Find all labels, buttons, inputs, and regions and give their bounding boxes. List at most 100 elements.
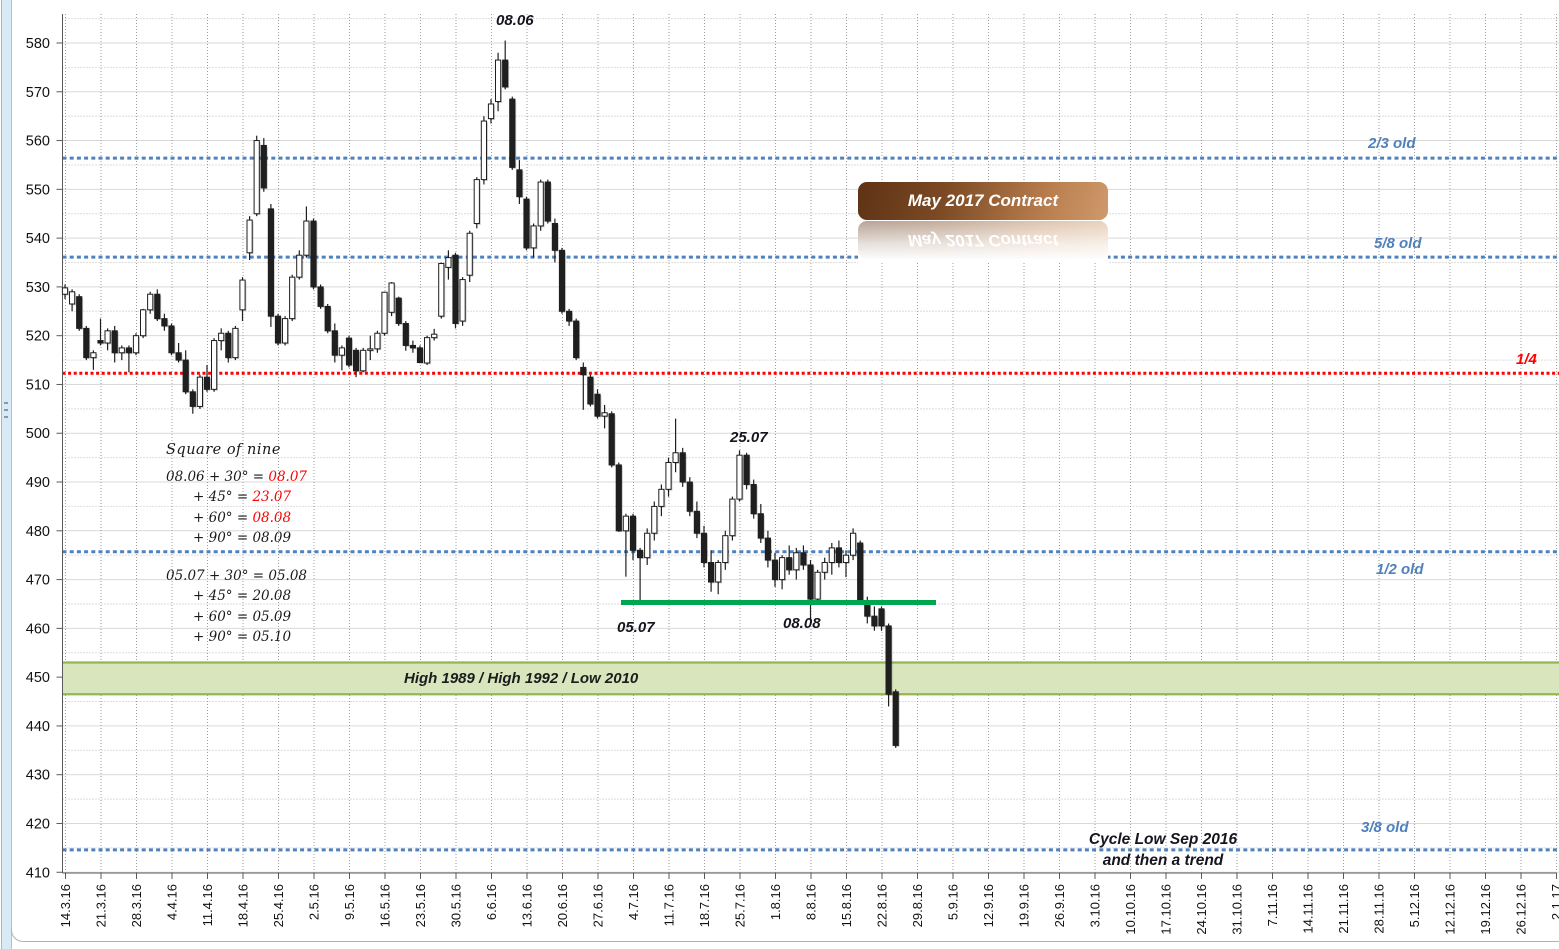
- svg-text:480: 480: [26, 524, 50, 540]
- square-of-nine-line: 08.06 + 30° = 08.07: [166, 468, 308, 485]
- low-date-label-2: 08.08: [783, 615, 821, 632]
- contract-banner-reflection: May 2017 Contract: [858, 221, 1108, 263]
- square-of-nine-group: 08.06 + 30° = 08.07 + 45° = 23.07 + 60° = …: [166, 467, 307, 549]
- pane-splitter[interactable]: [1, 0, 12, 949]
- svg-text:11.7.16: 11.7.16: [662, 884, 677, 926]
- svg-text:18.7.16: 18.7.16: [697, 884, 712, 927]
- svg-text:17.10.16: 17.10.16: [1159, 884, 1174, 935]
- svg-text:490: 490: [26, 475, 50, 491]
- svg-text:11.4.16: 11.4.16: [200, 884, 215, 926]
- square-of-nine-line: + 60° = 08.08: [193, 509, 292, 526]
- svg-text:16.5.16: 16.5.16: [378, 884, 393, 927]
- svg-text:3.10.16: 3.10.16: [1088, 884, 1103, 927]
- svg-text:27.6.16: 27.6.16: [591, 884, 606, 927]
- svg-text:26.9.16: 26.9.16: [1052, 884, 1067, 927]
- level-label-one-half: 1/2 old: [1376, 561, 1424, 578]
- cycle-note: Cycle Low Sep 2016 and then a trend: [1058, 829, 1268, 871]
- svg-text:13.6.16: 13.6.16: [520, 884, 535, 927]
- svg-text:25.7.16: 25.7.16: [733, 884, 748, 927]
- svg-text:23.5.16: 23.5.16: [413, 884, 428, 927]
- svg-text:26.12.16: 26.12.16: [1514, 884, 1529, 935]
- square-of-nine-line: + 45° = 23.07: [193, 489, 292, 505]
- svg-text:470: 470: [26, 573, 50, 589]
- level-label-two-thirds: 2/3 old: [1368, 135, 1416, 152]
- svg-text:8.8.16: 8.8.16: [804, 884, 819, 920]
- svg-text:5.9.16: 5.9.16: [946, 884, 961, 920]
- svg-text:25.4.16: 25.4.16: [271, 884, 286, 927]
- svg-text:9.5.16: 9.5.16: [342, 884, 357, 920]
- contract-banner: May 2017 Contract: [858, 182, 1108, 220]
- svg-text:20.6.16: 20.6.16: [555, 884, 570, 927]
- svg-text:500: 500: [26, 426, 50, 442]
- svg-text:24.10.16: 24.10.16: [1194, 884, 1209, 935]
- svg-text:28.11.16: 28.11.16: [1372, 884, 1387, 934]
- svg-text:420: 420: [26, 816, 50, 832]
- svg-text:460: 460: [26, 621, 50, 637]
- svg-text:560: 560: [26, 134, 50, 150]
- splitter-grip-dash[interactable]: [4, 409, 8, 411]
- square-of-nine-title: Square of nine: [166, 442, 281, 458]
- cycle-note-line1: Cycle Low Sep 2016: [1088, 831, 1238, 848]
- square-of-nine-note: Square of nine 08.06 + 30° = 08.07 + 45° …: [166, 440, 307, 665]
- svg-text:510: 510: [26, 377, 50, 393]
- svg-text:12.9.16: 12.9.16: [981, 884, 996, 927]
- svg-text:440: 440: [26, 719, 50, 735]
- low-date-label-1: 05.07: [617, 619, 655, 636]
- reflection-fade: [858, 221, 1108, 263]
- splitter-grip-dash[interactable]: [4, 402, 8, 404]
- level-label-five-eighths: 5/8 old: [1374, 235, 1422, 252]
- svg-text:430: 430: [26, 768, 50, 784]
- svg-text:18.4.16: 18.4.16: [236, 884, 251, 927]
- svg-text:14.11.16: 14.11.16: [1301, 884, 1316, 934]
- svg-text:15.8.16: 15.8.16: [839, 884, 854, 927]
- svg-text:28.3.16: 28.3.16: [129, 884, 144, 927]
- svg-text:10.10.16: 10.10.16: [1123, 884, 1138, 935]
- splitter-grip-dash[interactable]: [4, 416, 8, 418]
- svg-text:14.3.16: 14.3.16: [58, 884, 73, 927]
- cycle-note-line2: and then a trend: [1102, 852, 1224, 869]
- swing-high-date-label: 25.07: [730, 429, 768, 446]
- square-of-nine-group: 05.07 + 30° = 05.08 + 45° = 20.08 + 60° = …: [166, 566, 307, 648]
- svg-text:4.7.16: 4.7.16: [626, 884, 641, 920]
- svg-text:450: 450: [26, 670, 50, 686]
- svg-text:6.6.16: 6.6.16: [484, 884, 499, 920]
- svg-text:1.8.16: 1.8.16: [768, 884, 783, 920]
- square-of-nine-line: 05.07 + 30° = 05.08: [166, 567, 308, 584]
- svg-text:21.11.16: 21.11.16: [1336, 884, 1351, 934]
- svg-text:530: 530: [26, 280, 50, 296]
- square-of-nine-line: + 90° = 08.09: [193, 530, 292, 546]
- square-of-nine-line: + 90° = 05.10: [193, 629, 292, 645]
- svg-text:2.1.17: 2.1.17: [1549, 884, 1559, 920]
- svg-text:7.11.16: 7.11.16: [1265, 884, 1280, 926]
- svg-text:29.8.16: 29.8.16: [910, 884, 925, 927]
- svg-text:4.4.16: 4.4.16: [165, 884, 180, 920]
- level-label-three-eighths: 3/8 old: [1361, 819, 1409, 836]
- svg-text:31.10.16: 31.10.16: [1230, 884, 1245, 935]
- svg-text:410: 410: [26, 865, 50, 881]
- chart-bottom-border: [26, 941, 1559, 942]
- svg-text:30.5.16: 30.5.16: [449, 884, 464, 927]
- svg-text:22.8.16: 22.8.16: [875, 884, 890, 927]
- svg-text:19.9.16: 19.9.16: [1017, 884, 1032, 927]
- chart-corner-border: [11, 928, 30, 942]
- svg-text:12.12.16: 12.12.16: [1443, 884, 1458, 935]
- square-of-nine-line: + 45° = 20.08: [193, 588, 292, 604]
- axes: 410 420 430 440 450 460 470 480 490 500 510 520 530 5…: [26, 14, 1559, 935]
- svg-text:520: 520: [26, 329, 50, 345]
- peak-date-label: 08.06: [496, 12, 534, 29]
- svg-text:540: 540: [26, 231, 50, 247]
- svg-text:580: 580: [26, 36, 50, 52]
- candles-layer: [61, 40, 900, 748]
- svg-text:2.5.16: 2.5.16: [307, 884, 322, 920]
- square-of-nine-line: + 60° = 05.09: [193, 608, 292, 625]
- svg-text:19.12.16: 19.12.16: [1478, 884, 1493, 935]
- svg-text:550: 550: [26, 182, 50, 198]
- svg-text:570: 570: [26, 85, 50, 101]
- svg-text:21.3.16: 21.3.16: [94, 884, 109, 927]
- level-label-one-quarter: 1/4: [1516, 351, 1537, 368]
- support-band: [62, 661, 1559, 696]
- level-lines: [62, 156, 1559, 852]
- band-label: High 1989 / High 1992 / Low 2010: [404, 670, 639, 687]
